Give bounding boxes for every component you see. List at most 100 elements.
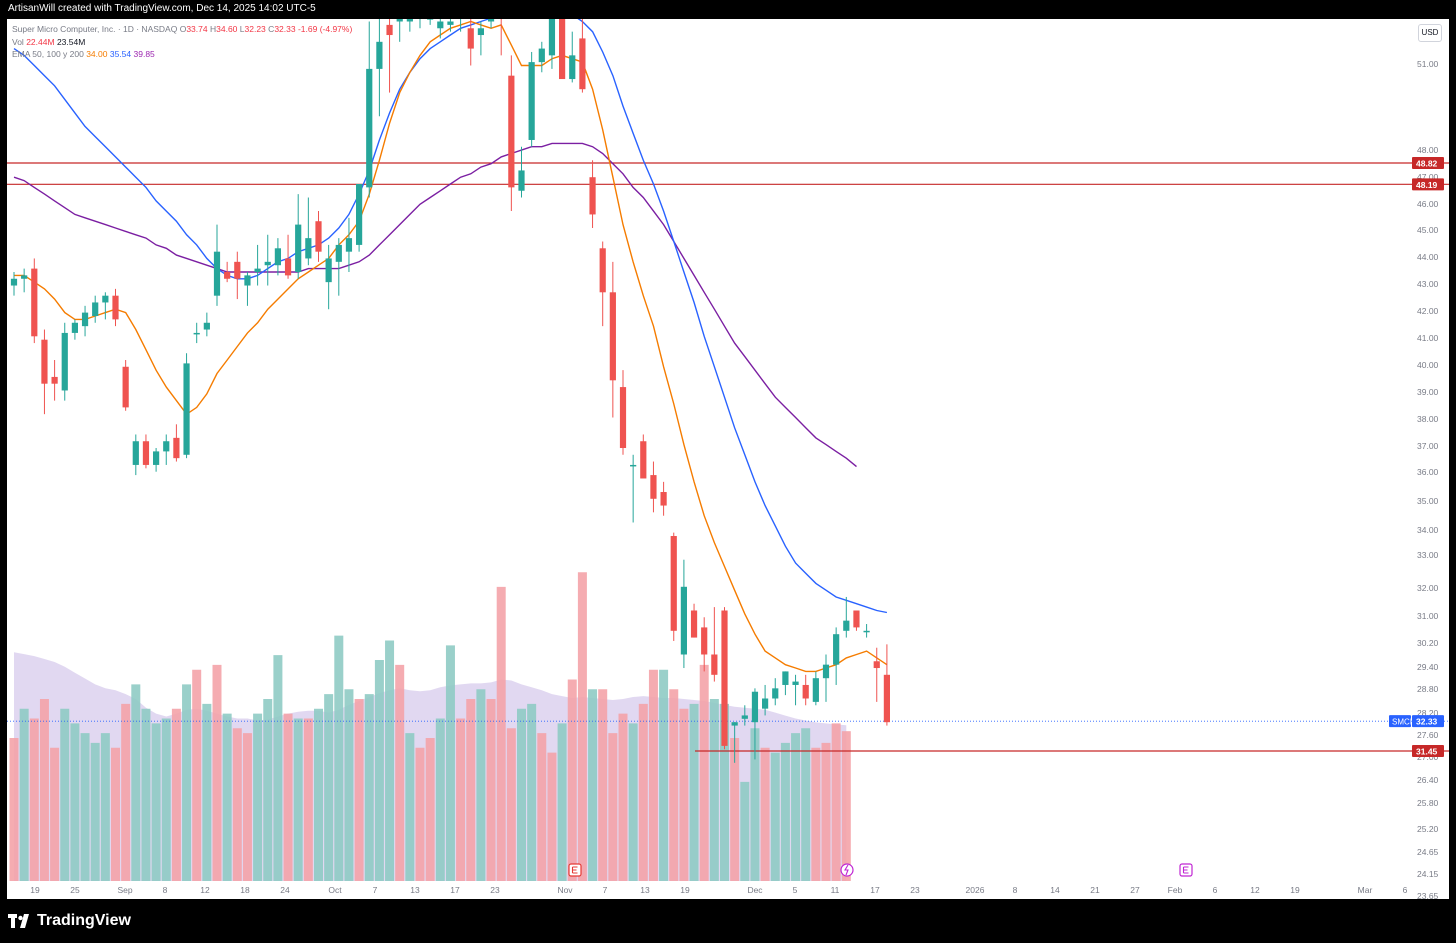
candle-body (345, 238, 353, 252)
volume-bar (445, 645, 455, 881)
volume-bar (111, 747, 120, 881)
time-scale-tick: 27 (1130, 885, 1140, 895)
volume-bar (679, 708, 689, 881)
legend-close-label: C (268, 24, 275, 34)
price-scale-tick: 47.00 (1417, 172, 1439, 182)
volume-bar (171, 708, 181, 881)
price-scale-tick: 41.00 (1417, 333, 1439, 343)
candle-body (10, 278, 18, 286)
candle-body (528, 62, 535, 140)
volume-bar (557, 723, 567, 881)
footer-bar: TradingView (0, 899, 1456, 943)
brand-logo[interactable]: TradingView (8, 912, 131, 930)
volume-bar (527, 703, 537, 881)
price-scale-tick: 45.00 (1417, 225, 1439, 235)
candle-body (579, 38, 586, 90)
legend-change: -1.69 (-4.97%) (297, 24, 353, 34)
price-scale-tick: 37.00 (1417, 441, 1439, 451)
legend-vol: 22.44M (26, 36, 55, 47)
volume-bar (60, 708, 70, 881)
candle-body (41, 339, 48, 384)
time-scale-tick: 23 (910, 885, 920, 895)
time-scale-tick: 11 (831, 885, 840, 895)
price-scale-tick: 39.00 (1417, 387, 1439, 397)
candle-body (822, 664, 830, 679)
candle-body (538, 48, 545, 63)
legend-close: 32.33 (274, 24, 296, 34)
candle-body (295, 224, 302, 272)
legend-low-label: L (239, 24, 245, 34)
legend-low: 32.23 (244, 24, 266, 34)
candle-body (670, 536, 677, 631)
price-scale-tick: 31.00 (1417, 611, 1439, 621)
candle-body (731, 722, 738, 726)
volume-bar (182, 684, 192, 881)
price-scale-tick: 51.00 (1417, 59, 1439, 69)
time-scale-tick: 5 (793, 885, 798, 895)
time-scale-tick: 23 (490, 885, 500, 895)
candle-body (680, 586, 687, 655)
price-scale-tick: 33.00 (1417, 550, 1439, 560)
candle-body (406, 19, 413, 22)
price-scale-tick: 24.15 (1417, 869, 1439, 879)
candle-body (741, 715, 748, 719)
time-scale-tick: 7 (373, 885, 378, 895)
volume-bar (567, 679, 577, 881)
volume-bar (699, 664, 709, 881)
candle-body (396, 19, 403, 22)
chart-frame[interactable]: Super Micro Computer, Inc. · 1D · NASDAQ… (7, 19, 1449, 899)
volume-bar (374, 660, 384, 881)
volume-bar (192, 669, 202, 881)
price-scale-tick: 27.00 (1417, 752, 1439, 762)
time-scale-tick: 17 (870, 885, 880, 895)
ema-100-line (13, 19, 888, 614)
candle-body (467, 28, 474, 49)
volume-bar (770, 752, 780, 881)
price-scale-tick: 38.00 (1417, 414, 1439, 424)
volume-bar (730, 738, 740, 881)
volume-bar (598, 689, 608, 881)
last-price-badge (1412, 715, 1444, 728)
volume-bar (547, 752, 557, 881)
volume-bar (780, 742, 790, 881)
candle-body (701, 627, 708, 655)
volume-bar (334, 635, 344, 881)
volume-bar (314, 708, 323, 881)
legend-ema-row: EMA 50, 100 y 200 34.00 35.54 39.85 (12, 48, 352, 61)
currency-button[interactable]: USD (1418, 24, 1442, 42)
candle-body (284, 258, 292, 276)
candle-body (559, 19, 566, 80)
candle-body (427, 19, 434, 20)
candle-body (863, 630, 870, 633)
symbol-tag-label: SMCI (1392, 718, 1412, 727)
level-price-badge-label: 48.19 (1416, 180, 1438, 190)
candle-body (447, 21, 454, 25)
volume-bar (791, 733, 801, 881)
volume-bar (628, 723, 638, 881)
volume-bar (537, 733, 547, 881)
candle-body (437, 21, 444, 29)
symbol-tag-badge (1389, 715, 1411, 728)
volume-bar (506, 728, 516, 881)
time-scale-tick: 25 (70, 885, 80, 895)
price-chart[interactable]: 51.00 48.00 47.00 46.00 45.00 44.00 43.00 42.00… (7, 19, 1449, 899)
candle-body (213, 251, 221, 296)
volume-bar (831, 723, 841, 881)
earnings-letter-icon (571, 866, 578, 874)
volume-bar (618, 713, 628, 881)
volume-bar (70, 723, 80, 881)
time-scale-tick: 18 (240, 885, 250, 895)
volume-bar (273, 655, 283, 881)
candle-body (792, 681, 799, 685)
candle-body (833, 634, 840, 665)
time-scale-tick: Feb (1168, 885, 1183, 895)
volume-bar (689, 703, 699, 881)
volume-bar (242, 733, 252, 881)
price-scale-tick: 43.00 (1417, 279, 1439, 289)
time-scale-tick: 8 (1013, 885, 1018, 895)
volume-bar (841, 731, 851, 881)
level-price-badge-label: 48.82 (1416, 158, 1438, 168)
price-scale-tick: 34.00 (1417, 525, 1439, 535)
candle-body (782, 671, 789, 685)
time-scale-tick: 6 (1213, 885, 1218, 895)
